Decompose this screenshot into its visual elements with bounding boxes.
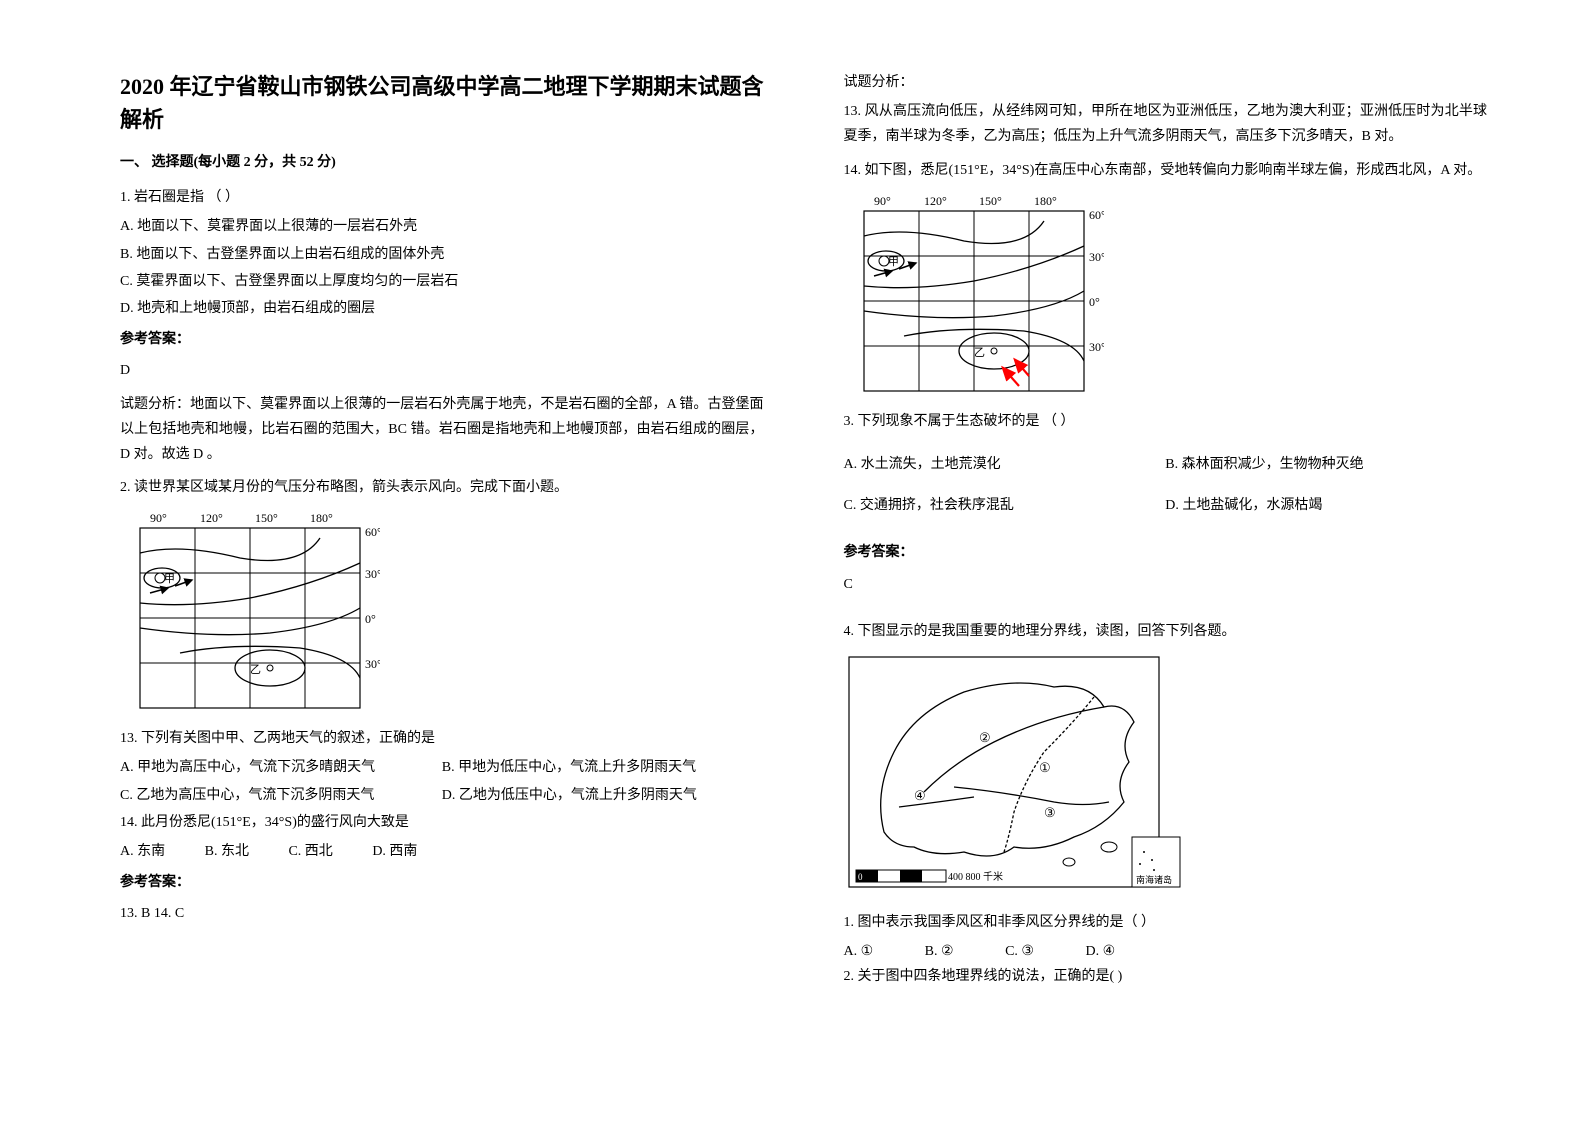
q2-ans: 13. B 14. C bbox=[120, 901, 764, 926]
q4-1b: B. ② bbox=[925, 944, 954, 959]
q2-stem: 2. 读世界某区域某月份的气压分布略图，箭头表示风向。完成下面小题。 bbox=[120, 475, 764, 500]
q3-c: C. 交通拥挤，社会秩序混乱 bbox=[844, 493, 1166, 518]
lat-label-0: 60° bbox=[365, 525, 380, 539]
q3-b: B. 森林面积减少，生物物种灭绝 bbox=[1165, 452, 1487, 477]
q4-1a: A. ① bbox=[844, 944, 874, 959]
lon-label-1: 120° bbox=[200, 511, 223, 525]
line-4-label: ④ bbox=[914, 788, 926, 803]
analysis-heading: 试题分析： bbox=[844, 70, 1488, 95]
q2-14d: D. 西南 bbox=[372, 844, 417, 859]
q2-sub14: 14. 此月份悉尼(151°E，34°S)的盛行风向大致是 bbox=[120, 810, 764, 835]
line-2-label: ② bbox=[979, 730, 991, 745]
q2-sub13: 13. 下列有关图中甲、乙两地天气的叙述，正确的是 bbox=[120, 726, 764, 751]
svg-text:120°: 120° bbox=[924, 194, 947, 208]
marker-yi: 乙 bbox=[250, 663, 261, 676]
q4-stem: 4. 下图显示的是我国重要的地理分界线，读图，回答下列各题。 bbox=[844, 619, 1488, 644]
q1-stem: 1. 岩石圈是指 （ ） bbox=[120, 185, 764, 210]
section-heading: 一、 选择题(每小题 2 分，共 52 分) bbox=[120, 150, 764, 175]
svg-text:甲: 甲 bbox=[888, 256, 899, 268]
q3-ans-label: 参考答案： bbox=[844, 540, 1488, 565]
lon-label-2: 150° bbox=[255, 511, 278, 525]
q3-a: A. 水土流失，土地荒漠化 bbox=[844, 452, 1166, 477]
svg-text:乙: 乙 bbox=[974, 346, 985, 359]
line-3-label: ③ bbox=[1044, 805, 1056, 820]
svg-text:60°: 60° bbox=[1089, 208, 1104, 222]
q1-opt-b: B. 地面以下、古登堡界面以上由岩石组成的固体外壳 bbox=[120, 242, 764, 267]
svg-text:150°: 150° bbox=[979, 194, 1002, 208]
q4-1d: D. ④ bbox=[1085, 944, 1115, 959]
q2-13c: C. 乙地为高压中心，气流下沉多阴雨天气 bbox=[120, 783, 442, 808]
q2-13d: D. 乙地为低压中心，气流上升多阴雨天气 bbox=[442, 783, 764, 808]
china-map-figure: ① ② ③ ④ 0 400 800 千米 南海诸岛 bbox=[844, 652, 1488, 902]
q4-1c: C. ③ bbox=[1005, 944, 1034, 959]
q1-ans: D bbox=[120, 358, 764, 383]
q4-sub1: 1. 图中表示我国季风区和非季风区分界线的是（ ） bbox=[844, 910, 1488, 935]
page-title: 2020 年辽宁省鞍山市钢铁公司高级中学高二地理下学期期末试题含解析 bbox=[120, 70, 764, 136]
lat-label-1: 30° bbox=[365, 567, 380, 581]
svg-text:180°: 180° bbox=[1034, 194, 1057, 208]
pressure-map-figure-2: 90° 120° 150° 180° 60° 30° 0° 30° 甲 乙 bbox=[844, 191, 1488, 401]
svg-text:30°: 30° bbox=[1089, 340, 1104, 354]
q2-14a: A. 东南 bbox=[120, 844, 165, 859]
q3-stem: 3. 下列现象不属于生态破坏的是 （ ） bbox=[844, 409, 1488, 434]
svg-text:0°: 0° bbox=[1089, 295, 1100, 309]
q1-opt-d: D. 地壳和上地幔顶部，由岩石组成的圈层 bbox=[120, 296, 764, 321]
svg-text:0: 0 bbox=[858, 872, 863, 882]
q1-ans-label: 参考答案： bbox=[120, 327, 764, 352]
q2-14b: B. 东北 bbox=[205, 844, 249, 859]
q2-13b: B. 甲地为低压中心，气流上升多阴雨天气 bbox=[442, 755, 764, 780]
q2-14c: C. 西北 bbox=[288, 844, 332, 859]
q1-analysis: 试题分析：地面以下、莫霍界面以上很薄的一层岩石外壳属于地壳，不是岩石圈的全部，A… bbox=[120, 392, 764, 468]
q3-d: D. 土地盐碱化，水源枯竭 bbox=[1165, 493, 1487, 518]
q1-opt-c: C. 莫霍界面以下、古登堡界面以上厚度均匀的一层岩石 bbox=[120, 269, 764, 294]
q3-ans: C bbox=[844, 572, 1488, 597]
lat-label-2: 0° bbox=[365, 612, 376, 626]
q4-sub2: 2. 关于图中四条地理界线的说法，正确的是( ) bbox=[844, 964, 1488, 989]
scale-text: 400 800 千米 bbox=[948, 870, 1003, 883]
marker-jia: 甲 bbox=[164, 573, 175, 585]
lat-label-3: 30° bbox=[365, 657, 380, 671]
line-1-label: ① bbox=[1039, 760, 1051, 775]
q2-13a: A. 甲地为高压中心，气流下沉多晴朗天气 bbox=[120, 755, 442, 780]
analysis-14: 14. 如下图，悉尼(151°E，34°S)在高压中心东南部，受地转偏向力影响南… bbox=[844, 158, 1488, 183]
inset-label: 南海诸岛 bbox=[1136, 874, 1172, 885]
svg-text:90°: 90° bbox=[874, 194, 891, 208]
svg-text:30°: 30° bbox=[1089, 250, 1104, 264]
q1-opt-a: A. 地面以下、莫霍界面以上很薄的一层岩石外壳 bbox=[120, 214, 764, 239]
q2-ans-label: 参考答案： bbox=[120, 870, 764, 895]
pressure-map-figure-1: 90° 120° 150° 180° 60° 30° 0° 30° 甲 乙 bbox=[120, 508, 764, 718]
lon-label-3: 180° bbox=[310, 511, 333, 525]
analysis-13: 13. 风从高压流向低压，从经纬网可知，甲所在地区为亚洲低压，乙地为澳大利亚；亚… bbox=[844, 99, 1488, 149]
lon-label-0: 90° bbox=[150, 511, 167, 525]
